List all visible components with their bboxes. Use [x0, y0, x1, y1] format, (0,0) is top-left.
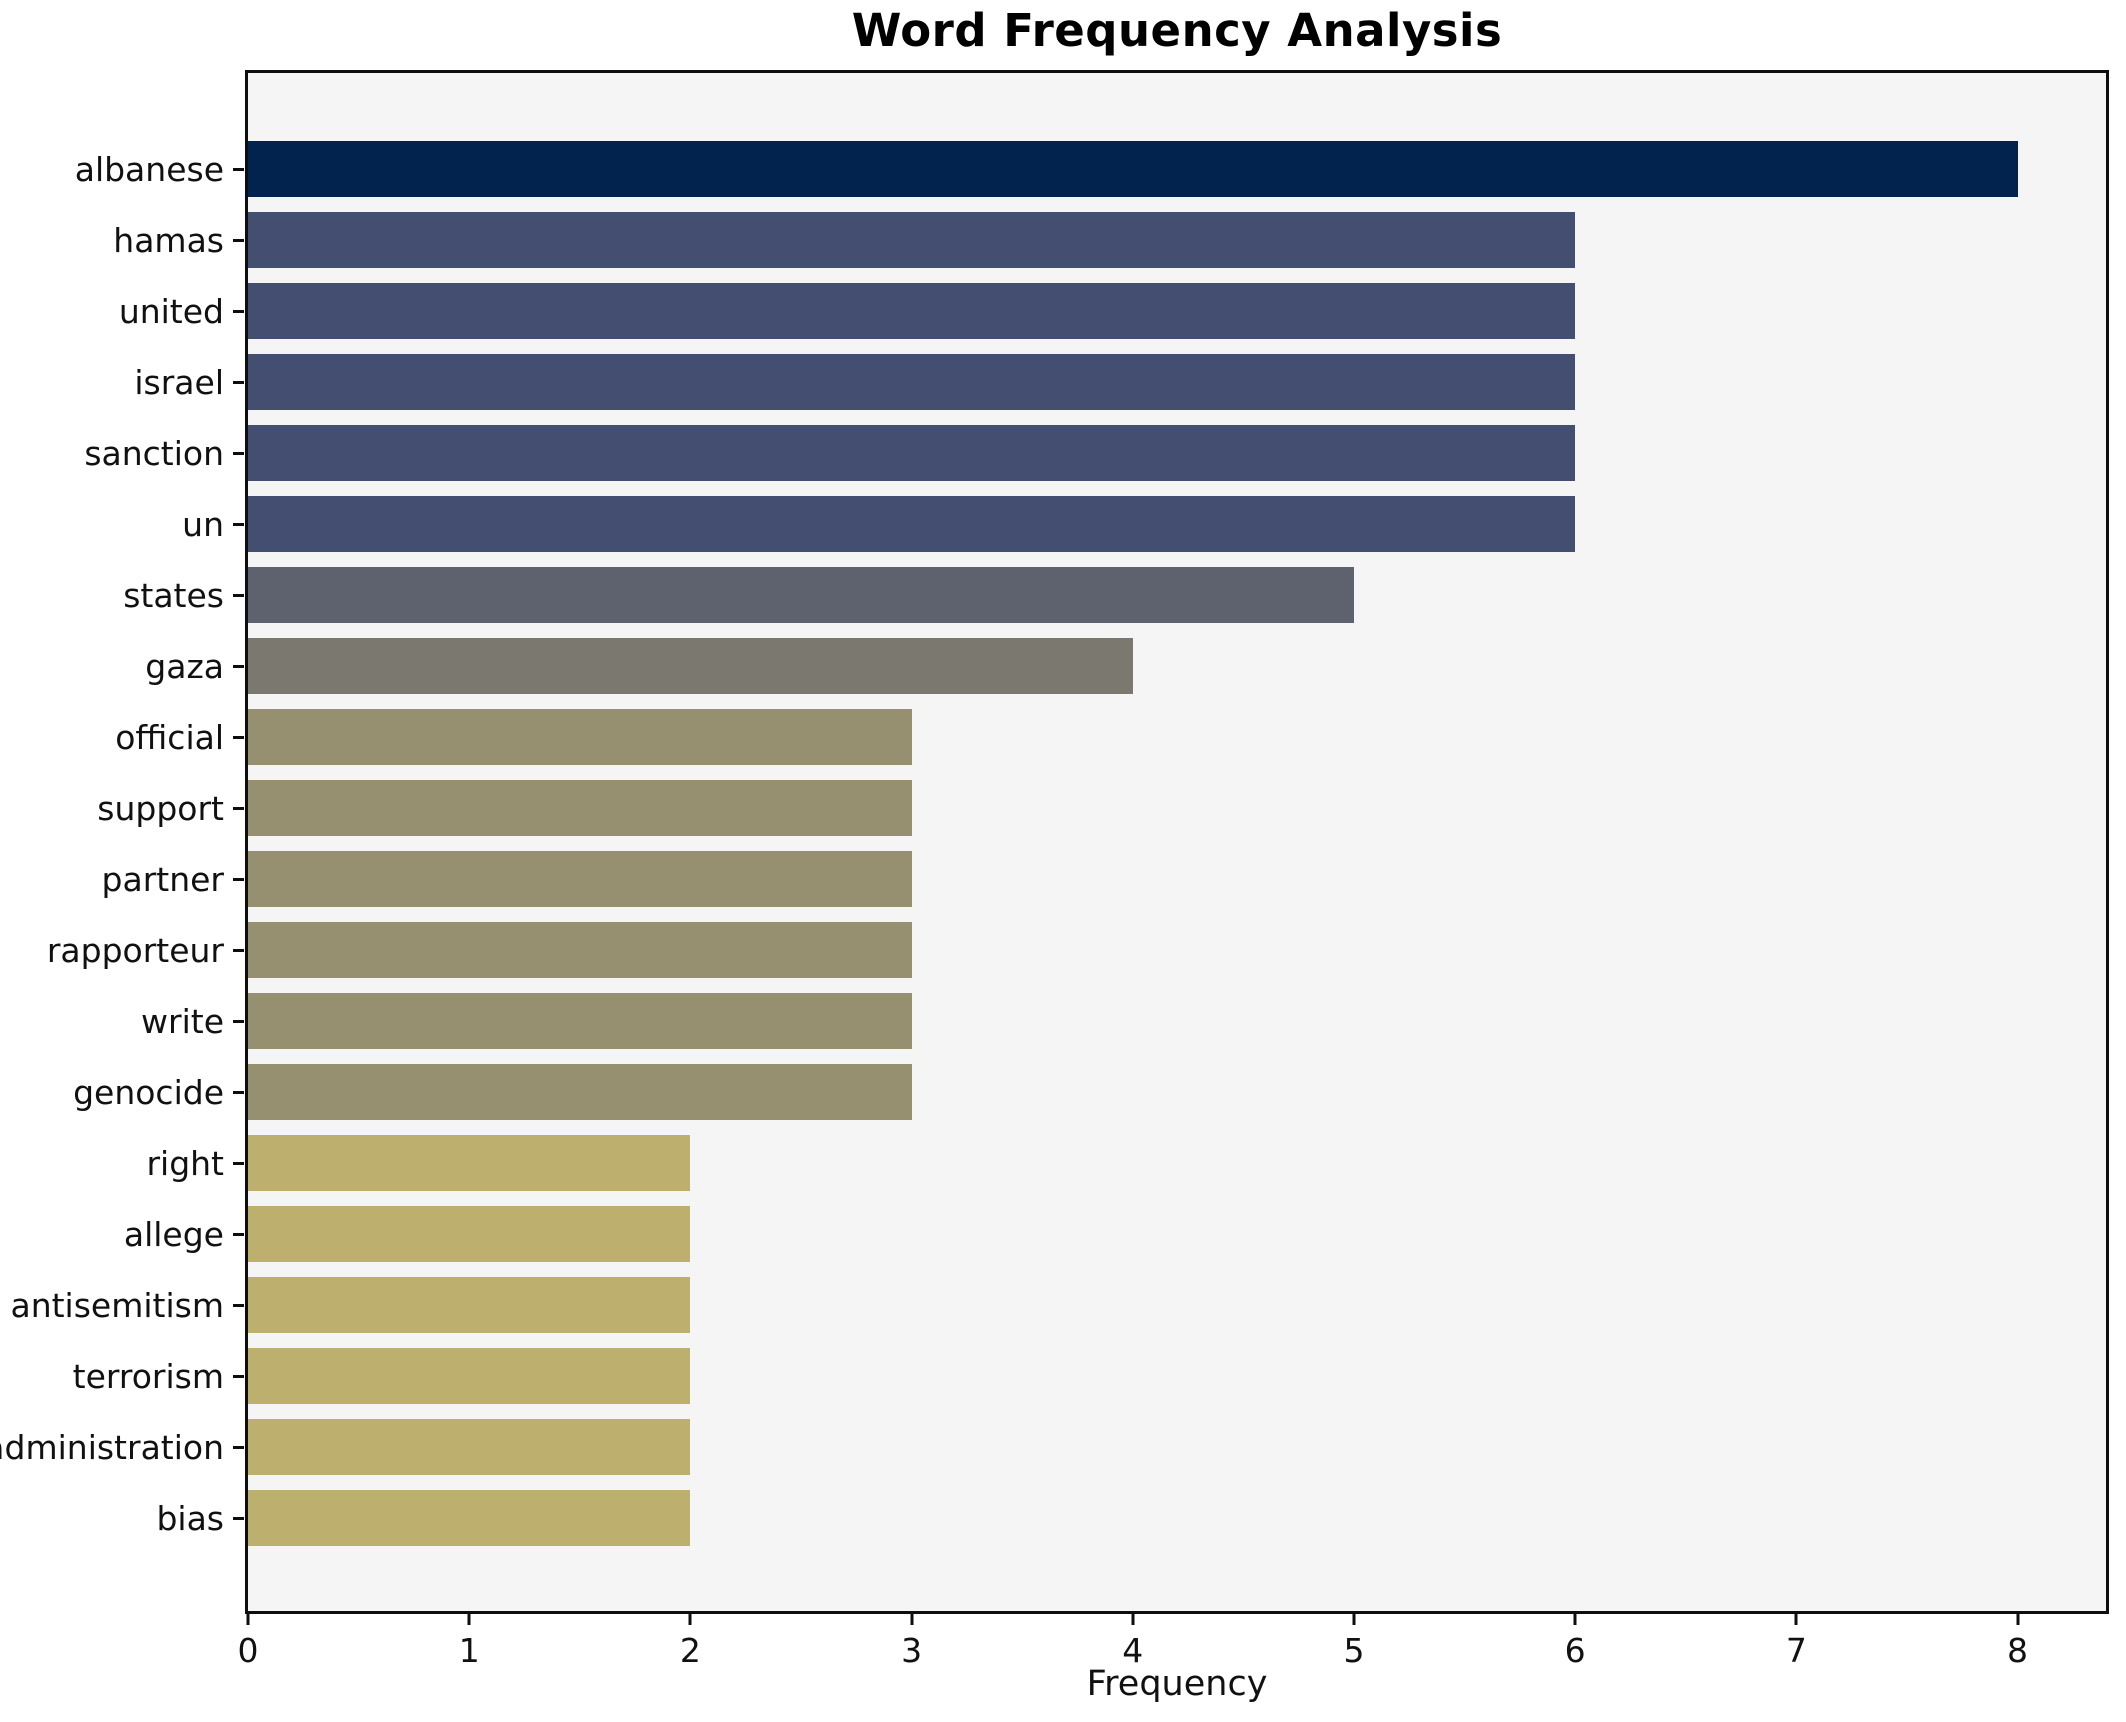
category-label: sanction	[84, 433, 224, 473]
x-tick-mark	[1131, 1614, 1135, 1625]
category-label: administration	[0, 1427, 224, 1467]
bar	[248, 354, 1576, 410]
bar	[248, 1348, 691, 1404]
y-tick-mark	[233, 380, 244, 384]
x-tick-mark	[2016, 1614, 2020, 1625]
category-label: write	[141, 1001, 224, 1041]
x-tick-mark	[1573, 1614, 1577, 1625]
category-label: official	[115, 717, 224, 757]
x-tick-mark	[1794, 1614, 1798, 1625]
category-label: genocide	[73, 1072, 224, 1112]
x-tick-mark	[1352, 1614, 1356, 1625]
category-label: terrorism	[72, 1356, 224, 1396]
x-tick-label: 6	[1564, 1631, 1586, 1670]
bar	[248, 425, 1576, 481]
y-tick-mark	[233, 806, 244, 810]
x-tick-label: 8	[2007, 1631, 2029, 1670]
bar	[248, 993, 912, 1049]
bar	[248, 496, 1576, 552]
y-tick-mark	[233, 522, 244, 526]
bar	[248, 1064, 912, 1120]
x-tick-mark	[910, 1614, 914, 1625]
x-axis-label: Frequency	[1086, 1664, 1268, 1704]
bar	[248, 709, 912, 765]
bar	[248, 283, 1576, 339]
y-tick-mark	[233, 1019, 244, 1023]
x-tick-label: 1	[458, 1631, 480, 1670]
x-tick-label: 7	[1785, 1631, 1807, 1670]
y-tick-mark	[233, 1161, 244, 1165]
y-tick-mark	[233, 593, 244, 597]
category-label: un	[182, 504, 224, 544]
bar	[248, 922, 912, 978]
y-tick-mark	[233, 1303, 244, 1307]
y-tick-mark	[233, 1516, 244, 1520]
y-tick-mark	[233, 1232, 244, 1236]
x-tick-label: 4	[1122, 1631, 1144, 1670]
category-label: partner	[101, 859, 224, 899]
plot-area: albanese hamas united israel sanction un state…	[0, 70, 2109, 1670]
category-label: israel	[134, 362, 224, 402]
y-tick-mark	[233, 167, 244, 171]
bar	[248, 212, 1576, 268]
y-tick-mark	[233, 309, 244, 313]
y-tick-mark	[233, 948, 244, 952]
category-label: states	[123, 575, 224, 615]
category-label: support	[97, 788, 224, 828]
bar	[248, 1419, 691, 1475]
category-label: bias	[156, 1498, 224, 1538]
category-label: united	[118, 291, 224, 331]
x-tick-mark	[688, 1614, 692, 1625]
y-tick-mark	[233, 877, 244, 881]
y-tick-mark	[233, 1374, 244, 1378]
y-tick-mark	[233, 1445, 244, 1449]
y-tick-mark	[233, 238, 244, 242]
y-tick-mark	[233, 664, 244, 668]
x-tick-label: 0	[237, 1631, 259, 1670]
bar	[248, 1277, 691, 1333]
y-tick-mark	[233, 451, 244, 455]
category-label: antisemitism	[10, 1285, 224, 1325]
bar	[248, 638, 1133, 694]
bar	[248, 1490, 691, 1546]
x-tick-label: 5	[1343, 1631, 1365, 1670]
category-label: albanese	[74, 149, 224, 189]
x-tick-mark	[467, 1614, 471, 1625]
chart-title: Word Frequency Analysis	[851, 4, 1503, 57]
x-tick-label: 2	[679, 1631, 701, 1670]
x-tick-label: 3	[901, 1631, 923, 1670]
x-tick-mark	[246, 1614, 250, 1625]
bar	[248, 851, 912, 907]
y-tick-mark	[233, 735, 244, 739]
bar	[248, 1135, 691, 1191]
category-label: gaza	[145, 646, 224, 686]
y-tick-mark	[233, 1090, 244, 1094]
category-label: hamas	[113, 220, 224, 260]
bar	[248, 567, 1354, 623]
category-label: right	[146, 1143, 224, 1183]
bar	[248, 780, 912, 836]
category-label: rapporteur	[46, 930, 224, 970]
category-label: allege	[123, 1214, 224, 1254]
bar	[248, 1206, 691, 1262]
bar	[248, 141, 2018, 197]
